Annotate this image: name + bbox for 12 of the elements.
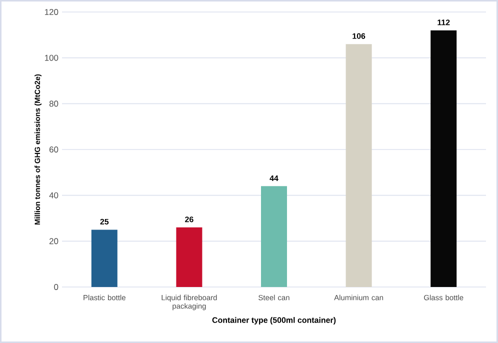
bar [346, 44, 372, 287]
y-tick-label: 0 [54, 284, 58, 290]
y-tick-label: 80 [49, 100, 58, 107]
y-tick-label: 120 [44, 9, 58, 15]
y-tick-label: 20 [49, 238, 58, 244]
bar [91, 230, 118, 287]
y-tick-label: 60 [50, 146, 58, 152]
y-tick-label: 40 [49, 192, 58, 198]
bar [430, 30, 457, 287]
bar [176, 227, 202, 287]
bar [261, 186, 288, 287]
y-tick-label: 100 [44, 54, 58, 61]
